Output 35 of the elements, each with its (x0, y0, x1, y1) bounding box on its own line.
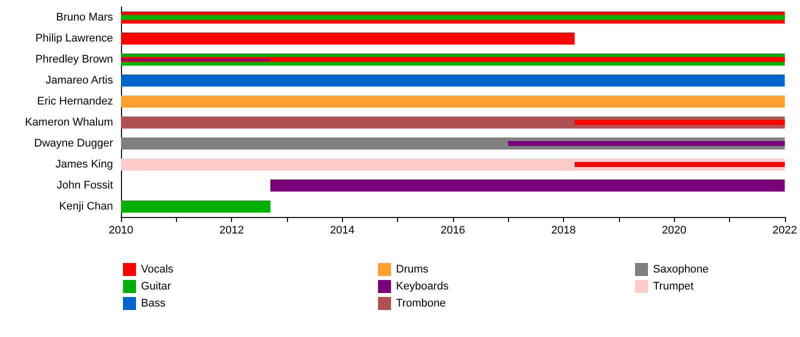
y-tick-label: Kenji Chan (59, 200, 113, 212)
legend-label: Bass (141, 298, 166, 310)
legend-label: Trombone (396, 298, 446, 310)
legend-label: Vocals (141, 264, 174, 276)
x-tick-label: 2016 (440, 224, 466, 236)
y-tick-label: Phredley Brown (35, 54, 113, 66)
y-tick-label: Kameron Whalum (24, 116, 113, 128)
x-tick-label: 2010 (108, 224, 134, 236)
y-tick-label: Philip Lawrence (35, 32, 113, 44)
x-tick-label: 2012 (219, 224, 244, 236)
bar (574, 120, 785, 125)
bar (121, 57, 785, 62)
y-tick-label: James King (56, 158, 113, 170)
x-tick-label: 2018 (551, 224, 576, 236)
y-tick-label: John Fossit (56, 180, 113, 192)
legend-label: Guitar (141, 280, 172, 292)
bar (121, 96, 785, 108)
y-tick-label: Jamareo Artis (46, 74, 114, 86)
bar (121, 32, 575, 44)
y-tick-label: Eric Hernandez (37, 96, 113, 108)
legend-label: Drums (396, 264, 429, 276)
x-tick-label: 2020 (662, 224, 686, 236)
legend-label: Saxophone (653, 264, 709, 276)
legend-label: Trumpet (653, 280, 694, 292)
bar (121, 200, 270, 212)
bar (574, 162, 785, 167)
bar (121, 74, 785, 86)
legend-label: Keyboards (396, 280, 450, 292)
y-tick-label: Dwayne Dugger (34, 138, 114, 150)
x-tick-label: 2022 (772, 224, 798, 236)
y-tick-label: Bruno Mars (56, 12, 114, 24)
x-tick-label: 2014 (330, 224, 354, 236)
bar (508, 141, 785, 146)
bar (270, 180, 785, 192)
bar (121, 58, 270, 60)
